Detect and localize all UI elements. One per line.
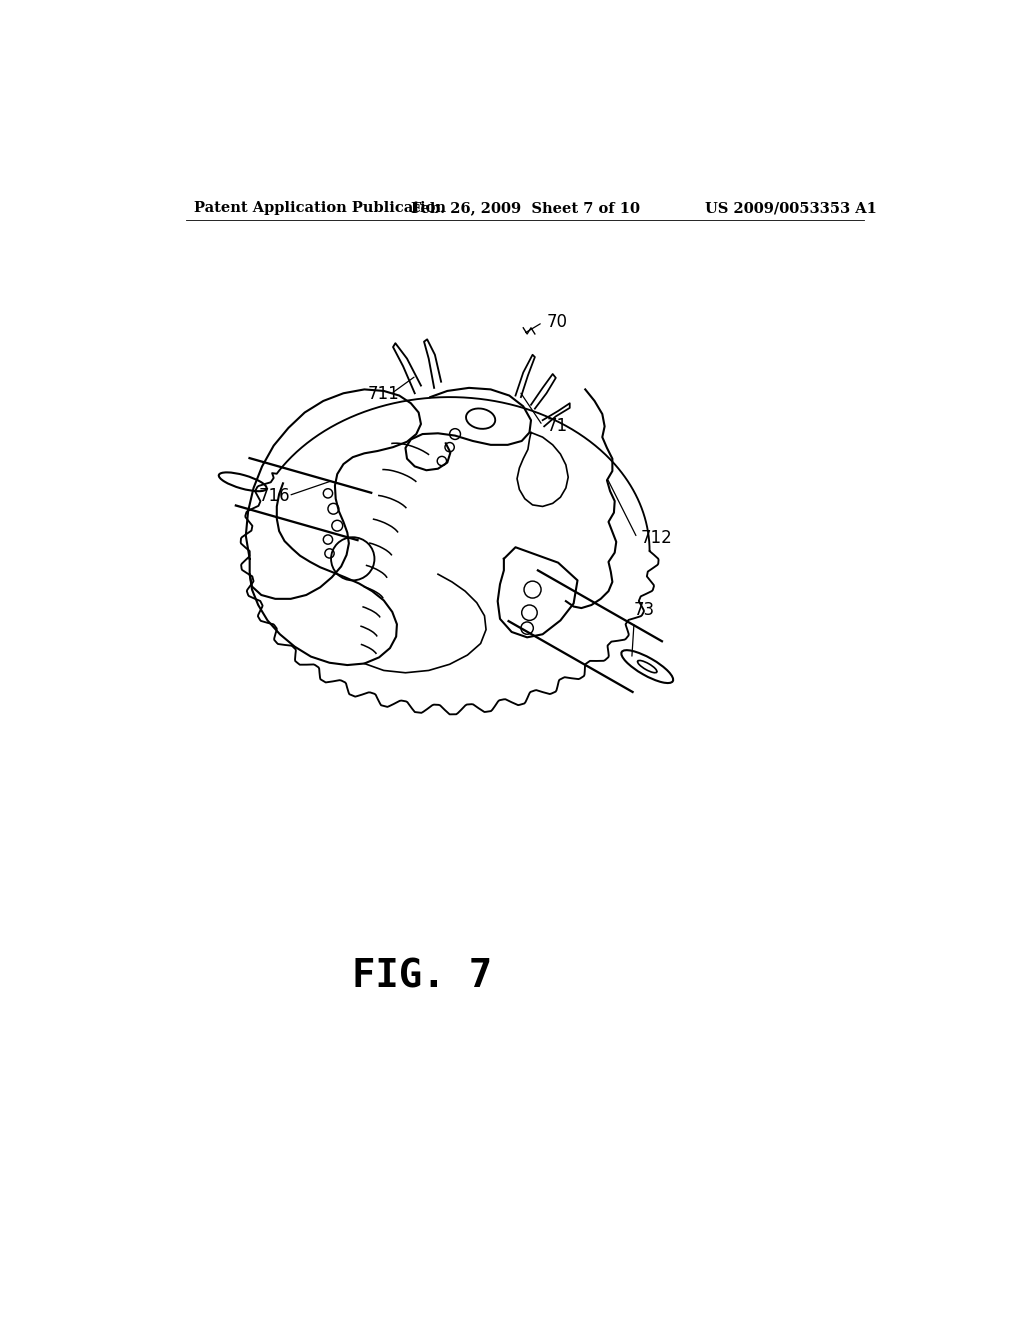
Text: US 2009/0053353 A1: US 2009/0053353 A1 — [706, 202, 878, 215]
Text: 71: 71 — [547, 417, 567, 434]
Text: 712: 712 — [641, 529, 673, 546]
Text: Patent Application Publication: Patent Application Publication — [194, 202, 445, 215]
Text: FIG. 7: FIG. 7 — [351, 958, 492, 995]
Text: Feb. 26, 2009  Sheet 7 of 10: Feb. 26, 2009 Sheet 7 of 10 — [411, 202, 640, 215]
Text: 70: 70 — [547, 313, 567, 331]
Text: 73: 73 — [634, 602, 655, 619]
Text: 711: 711 — [368, 385, 399, 403]
Text: 716: 716 — [259, 487, 291, 504]
